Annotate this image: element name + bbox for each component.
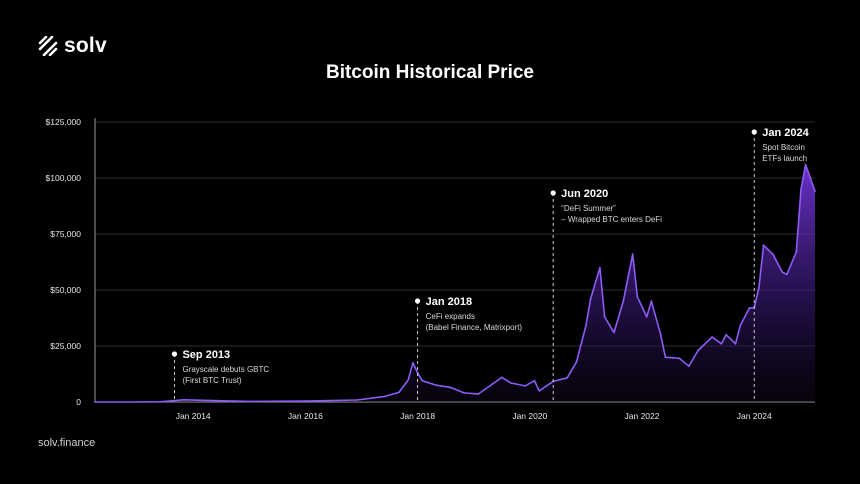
data-point — [215, 399, 218, 402]
data-point — [734, 342, 737, 345]
data-point — [697, 349, 700, 352]
chart-title: Bitcoin Historical Price — [325, 62, 534, 83]
data-point — [814, 190, 816, 193]
data-point — [182, 398, 185, 401]
solv-logo-icon — [38, 36, 58, 56]
data-point — [757, 286, 760, 289]
annotation-title: Jan 2018 — [426, 296, 472, 308]
data-point — [739, 324, 742, 327]
data-point — [491, 383, 494, 385]
data-point — [809, 177, 812, 179]
data-point — [772, 253, 774, 256]
data-point — [589, 298, 592, 300]
data-point — [463, 392, 466, 394]
data-point — [800, 188, 802, 191]
data-point — [136, 401, 138, 403]
data-point — [94, 401, 96, 403]
data-point — [533, 379, 536, 382]
annotation-text: Spot Bitcoin — [762, 143, 805, 152]
data-point — [645, 315, 648, 318]
data-point — [687, 365, 690, 368]
y-tick-label: $125,000 — [46, 117, 82, 127]
data-point — [678, 357, 681, 360]
annotation-text: – Wrapped BTC enters DeFi — [561, 215, 662, 224]
footer-url: solv.finance — [38, 437, 96, 449]
annotation-dot — [751, 129, 757, 135]
x-tick-label: Jan 2020 — [512, 411, 547, 421]
annotation-text: “DeFi Summer” — [561, 204, 616, 213]
data-point — [659, 333, 662, 336]
data-point — [636, 295, 639, 298]
data-point — [720, 342, 723, 345]
data-point — [795, 251, 798, 253]
x-tick-label: Jan 2024 — [737, 411, 772, 421]
annotation-dot — [171, 351, 178, 357]
y-tick-label: $75,000 — [50, 229, 81, 239]
data-point — [664, 356, 667, 359]
annotation-text: (First BTC Trust) — [182, 376, 241, 385]
annotation-text: ETFs launch — [762, 154, 807, 163]
data-point — [575, 360, 578, 363]
y-tick-label: 0 — [76, 397, 81, 407]
x-tick-label: Jan 2022 — [625, 411, 660, 421]
annotation-title: Jan 2024 — [762, 127, 809, 139]
data-point — [603, 315, 606, 318]
data-point — [477, 393, 480, 395]
data-point — [786, 273, 788, 276]
series-area — [95, 164, 815, 402]
data-point — [538, 389, 541, 392]
data-point — [383, 395, 386, 398]
y-tick-label: $25,000 — [50, 341, 81, 351]
annotation-title: Jun 2020 — [561, 188, 608, 200]
data-point — [748, 307, 751, 309]
data-point — [650, 300, 653, 303]
data-point — [762, 244, 765, 247]
annotation-title: Sep 2013 — [182, 349, 230, 361]
data-point — [248, 400, 251, 403]
logo-text: solv — [64, 34, 107, 57]
data-point — [711, 336, 714, 338]
data-point — [566, 376, 569, 379]
data-point — [585, 324, 587, 327]
data-point — [304, 400, 307, 403]
data-point — [510, 382, 513, 384]
x-tick-label: Jan 2018 — [400, 411, 435, 421]
x-tick-label: Jan 2014 — [176, 411, 211, 421]
data-point — [500, 376, 503, 379]
data-point — [435, 384, 438, 387]
y-tick-label: $100,000 — [46, 173, 82, 183]
data-point — [159, 400, 162, 403]
data-point — [355, 399, 358, 401]
data-point — [631, 253, 634, 256]
brand-logo: solv — [38, 34, 107, 58]
data-point — [781, 271, 784, 273]
data-point — [449, 386, 452, 389]
data-point — [613, 331, 615, 334]
annotation-dot — [550, 190, 556, 196]
annotation-dot — [414, 298, 421, 304]
x-tick-label: Jan 2016 — [288, 411, 323, 421]
data-point — [397, 391, 400, 394]
data-point — [524, 384, 527, 387]
annotation-text: CeFi expands — [426, 312, 475, 321]
annotation-text: Grayscale debuts GBTC — [182, 365, 269, 374]
data-point — [725, 333, 728, 336]
annotation-text: (Babel Finance, Matrixport) — [426, 323, 523, 332]
y-tick-label: $50,000 — [50, 285, 81, 295]
data-point — [421, 379, 424, 382]
data-point — [622, 300, 625, 303]
data-point — [407, 379, 410, 381]
data-point — [599, 266, 601, 269]
data-point — [804, 163, 807, 166]
data-point — [412, 361, 414, 364]
